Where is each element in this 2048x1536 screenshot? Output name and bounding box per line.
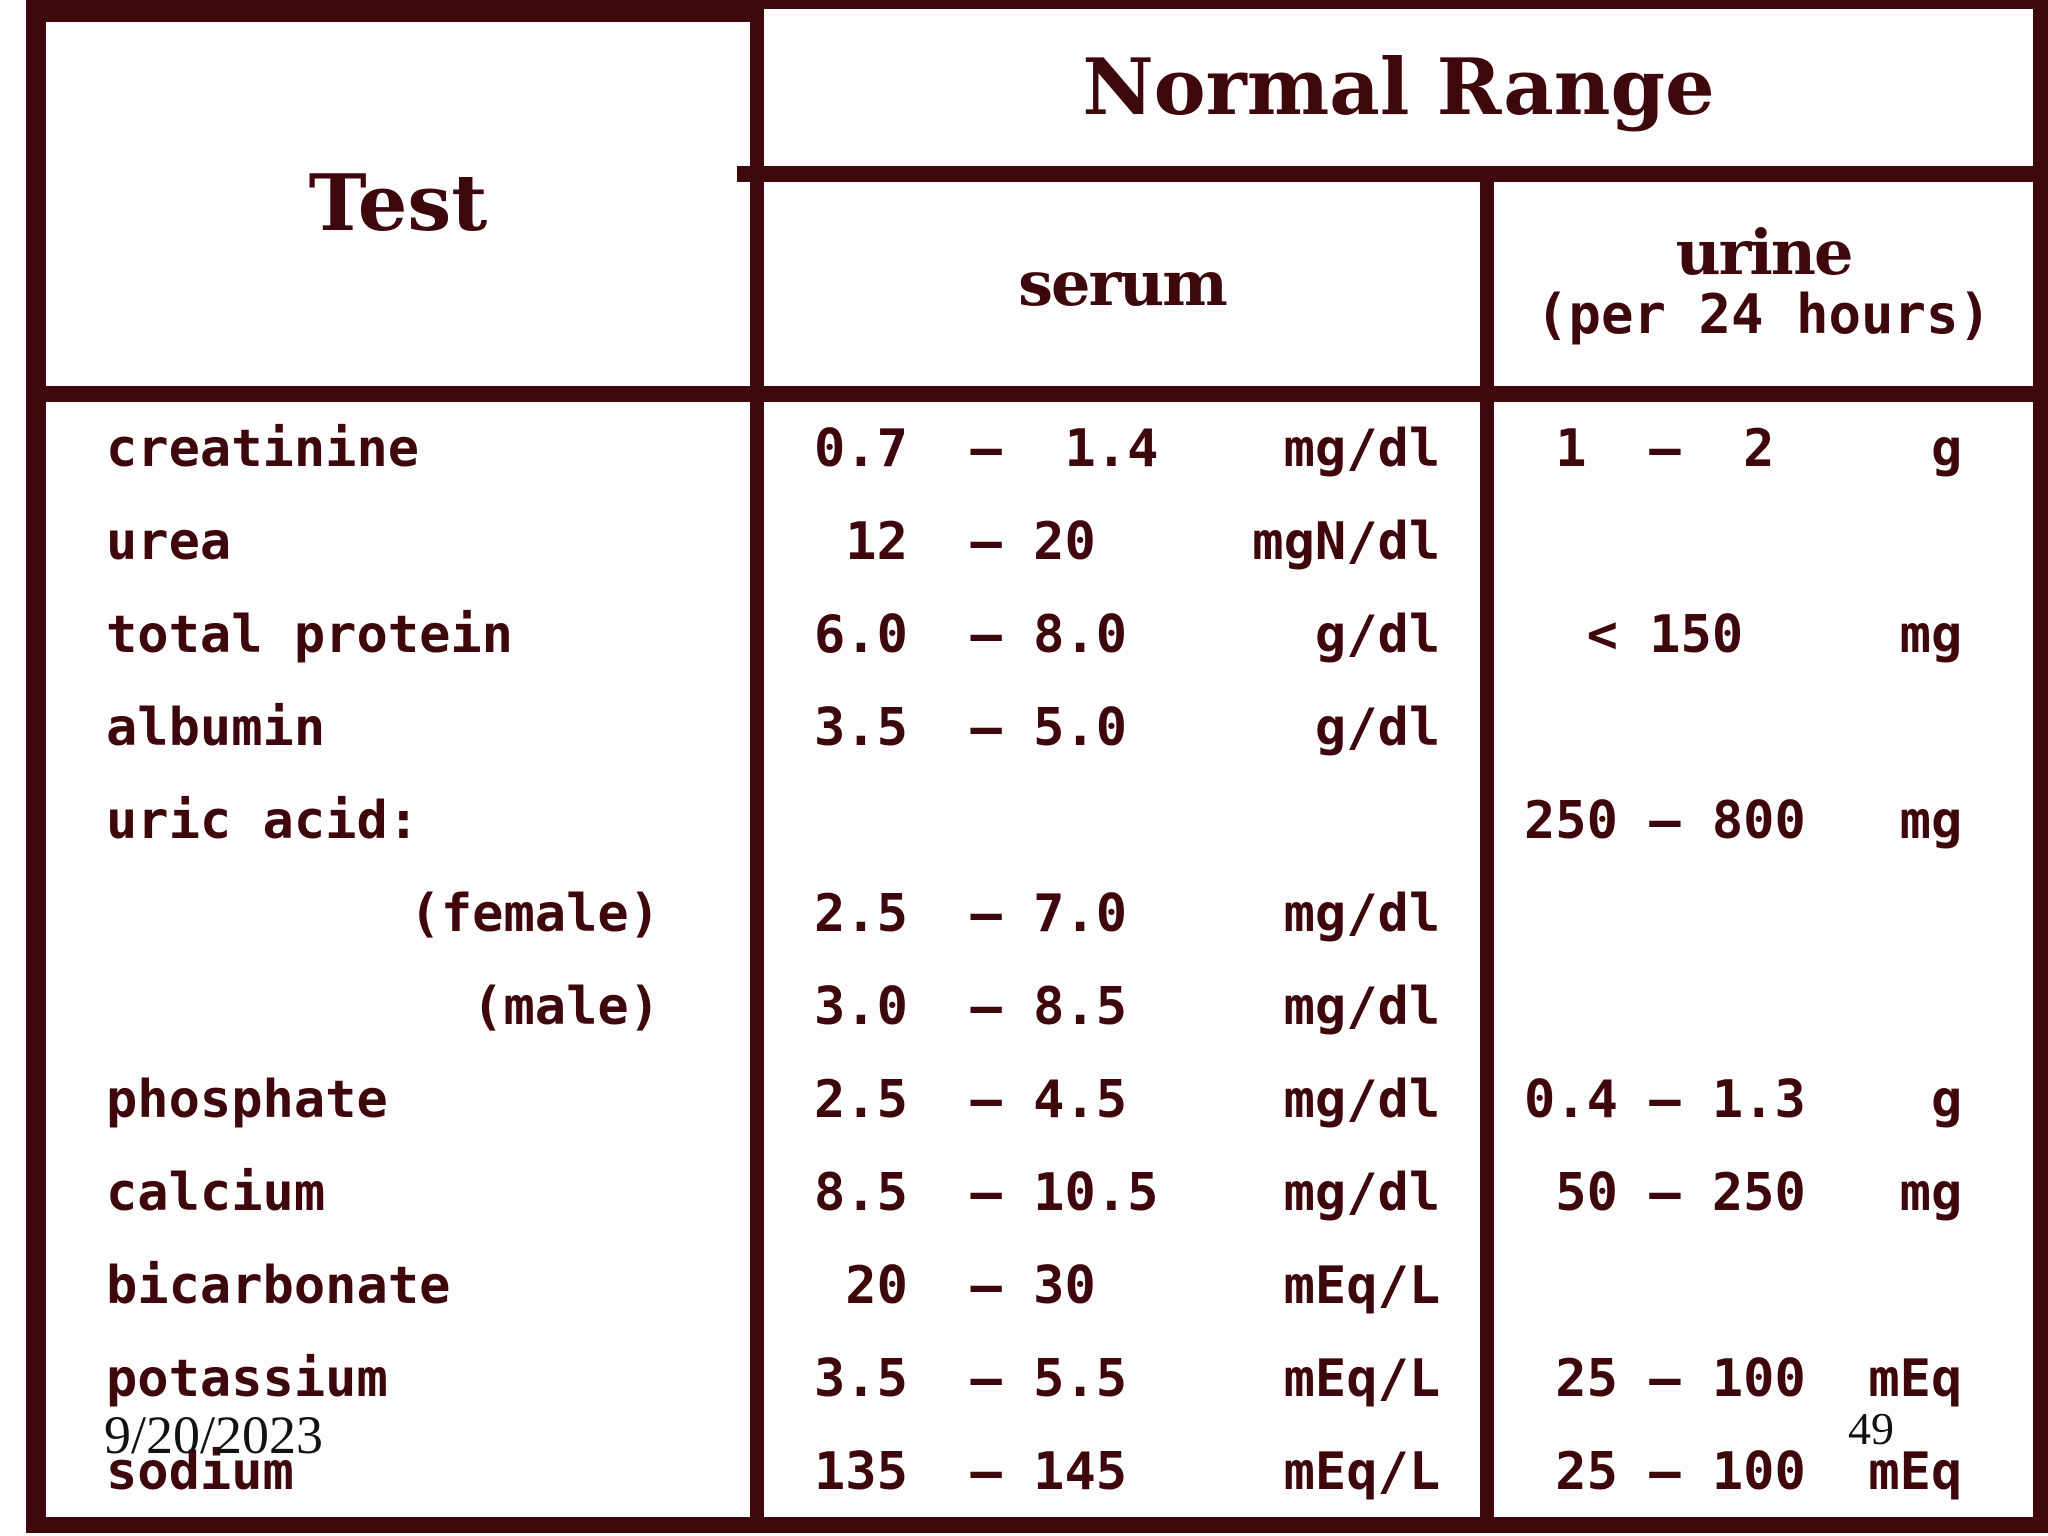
- serum-range-cell: 2.5 – 4.5 mg/dl: [814, 1069, 1441, 1130]
- serum-range-cell: 12 – 20 mgN/dl: [814, 511, 1441, 572]
- header-bottom-rule: [26, 386, 2048, 402]
- urine-range-cell: 0.4 – 1.3 g: [1524, 1069, 1963, 1130]
- test-name-cell: (male): [472, 976, 660, 1037]
- serum-range-cell: 135 – 145 mEq/L: [814, 1441, 1441, 1502]
- table-top-border-right-segment: [757, 0, 2048, 9]
- slide-date: 9/20/2023: [104, 1405, 324, 1465]
- test-name-cell: (female): [409, 883, 660, 944]
- table-row-phosphate: phosphate 2.5 – 4.5 mg/dl 0.4 – 1.3 g: [46, 1053, 2033, 1146]
- test-name-cell: urea: [106, 511, 232, 572]
- serum-header-label: serum: [1018, 247, 1228, 320]
- serum-range-cell: 3.5 – 5.0 g/dl: [814, 697, 1441, 758]
- test-header-label: Test: [308, 158, 488, 249]
- table-left-border: [26, 0, 46, 1533]
- test-name-cell: potassium: [106, 1348, 388, 1409]
- urine-column-header: urine (per 24 hours): [1494, 182, 2033, 386]
- test-name-cell: total protein: [106, 604, 513, 665]
- test-name-cell: sodium: [106, 1441, 294, 1502]
- table-right-border: [2033, 0, 2048, 1533]
- table-row-bicarbonate: bicarbonate 20 – 30 mEq/L: [46, 1239, 2033, 1332]
- table-row-creatinine: creatinine 0.7 – 1.4 mg/dl 1 – 2 g: [46, 402, 2033, 495]
- table-top-border-left-segment: [26, 0, 757, 22]
- test-name-cell: uric acid:: [106, 790, 420, 851]
- urine-range-cell: 50 – 250 mg: [1524, 1162, 1963, 1223]
- normal-range-bottom-rule: [737, 166, 2048, 182]
- table-row-calcium: calcium 8.5 – 10.5 mg/dl 50 – 250 mg: [46, 1146, 2033, 1239]
- test-name-cell: creatinine: [106, 418, 420, 479]
- slide-page-number: 49: [1848, 1403, 1894, 1454]
- urine-range-cell: 250 – 800 mg: [1524, 790, 1963, 851]
- normal-range-header-label: Normal Range: [1082, 41, 1715, 133]
- test-column-header: Test: [46, 22, 750, 386]
- test-name-cell: bicarbonate: [106, 1255, 451, 1316]
- table-row-uric-acid-female: (female) 2.5 – 7.0 mg/dl: [46, 867, 2033, 960]
- table-row-albumin: albumin 3.5 – 5.0 g/dl: [46, 681, 2033, 774]
- serum-range-cell: 3.5 – 5.5 mEq/L: [814, 1348, 1441, 1409]
- test-name-cell: phosphate: [106, 1069, 388, 1130]
- serum-range-cell: 2.5 – 7.0 mg/dl: [814, 883, 1441, 944]
- normal-range-header: Normal Range: [764, 9, 2033, 166]
- table-row-potassium: potassium 3.5 – 5.5 mEq/L 25 – 100 mEq: [46, 1332, 2033, 1425]
- test-name-cell: calcium: [106, 1162, 326, 1223]
- urine-range-cell: 25 – 100 mEq: [1524, 1348, 1963, 1409]
- table-row-urea: urea 12 – 20 mgN/dl: [46, 495, 2033, 588]
- table-body: creatinine 0.7 – 1.4 mg/dl 1 – 2 g urea …: [46, 402, 2033, 1518]
- serum-urine-column-divider: [1480, 170, 1494, 1533]
- serum-range-cell: 0.7 – 1.4 mg/dl: [814, 418, 1441, 479]
- table-row-sodium: sodium 135 – 145 mEq/L 25 – 100 mEq: [46, 1425, 2033, 1518]
- test-name-cell: albumin: [106, 697, 326, 758]
- serum-column-header: serum: [764, 182, 1480, 386]
- table-row-uric-acid-male: (male) 3.0 – 8.5 mg/dl: [46, 960, 2033, 1053]
- serum-range-cell: 8.5 – 10.5 mg/dl: [814, 1162, 1441, 1223]
- test-column-divider: [750, 0, 764, 1533]
- serum-range-cell: 6.0 – 8.0 g/dl: [814, 604, 1441, 665]
- urine-header-sublabel: (per 24 hours): [1535, 282, 1992, 346]
- table-row-total-protein: total protein 6.0 – 8.0 g/dl < 150 mg: [46, 588, 2033, 681]
- serum-range-cell: 20 – 30 mEq/L: [814, 1255, 1441, 1316]
- table-row-uric-acid: uric acid: 250 – 800 mg: [46, 774, 2033, 867]
- urine-range-cell: 1 – 2 g: [1524, 418, 1963, 479]
- urine-range-cell: < 150 mg: [1524, 604, 1963, 665]
- serum-range-cell: 3.0 – 8.5 mg/dl: [814, 976, 1441, 1037]
- table-bottom-border: [26, 1517, 2048, 1533]
- urine-range-cell: 25 – 100 mEq: [1524, 1441, 1963, 1502]
- urine-header-label: urine: [1675, 215, 1854, 289]
